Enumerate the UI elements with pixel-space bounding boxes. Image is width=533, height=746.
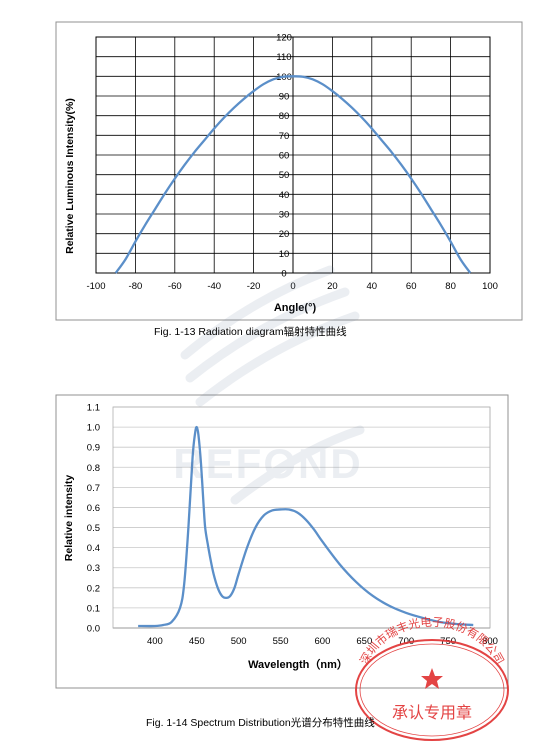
y-tick-label: 60 <box>279 151 290 162</box>
y-tick-label: 0.6 <box>87 503 100 514</box>
y-tick-label: 0.4 <box>87 543 100 554</box>
x-tick-label: 80 <box>445 281 456 292</box>
y-tick-label: 1.0 <box>87 423 100 434</box>
x-tick-label: 450 <box>189 636 205 647</box>
fig13-grid <box>95 36 491 274</box>
x-tick-label: -100 <box>86 281 105 292</box>
y-tick-label: 10 <box>279 249 290 260</box>
fig14-y-axis-label: Relative intensity <box>63 475 75 562</box>
y-tick-label: 80 <box>279 111 290 122</box>
y-tick-label: 0.2 <box>87 583 100 594</box>
y-tick-label: 0.7 <box>87 483 100 494</box>
x-tick-label: 0 <box>290 281 295 292</box>
x-tick-label: 400 <box>147 636 163 647</box>
x-tick-label: 100 <box>482 281 498 292</box>
fig13-caption: Fig. 1-13 Radiation diagram辐射特性曲线 <box>154 326 347 338</box>
x-tick-label: -80 <box>129 281 143 292</box>
y-tick-label: 0 <box>281 269 286 280</box>
stamp-inner-text: 承认专用章 <box>392 703 472 722</box>
watermark-text: REFOND <box>173 440 362 487</box>
stamp-star-icon <box>421 668 443 689</box>
fig13-y-axis-label: Relative Luminous Intensity(%) <box>64 98 76 254</box>
y-tick-label: 1.1 <box>87 403 100 414</box>
fig13-radiation-curve <box>114 75 472 274</box>
fig14-grid <box>112 406 491 629</box>
y-tick-label: 0.1 <box>87 603 100 614</box>
y-tick-label: 50 <box>279 170 290 181</box>
x-tick-label: -60 <box>168 281 182 292</box>
x-tick-label: 600 <box>315 636 331 647</box>
y-tick-label: 0.9 <box>87 443 100 454</box>
fig14-x-axis-label: Wavelength（nm） <box>248 658 348 671</box>
y-tick-label: 0.3 <box>87 563 100 574</box>
fig13-x-axis-label: Angle(°) <box>274 302 317 314</box>
x-tick-label: 40 <box>367 281 378 292</box>
approval-stamp: 深圳市瑞丰光电子股份有限公司 承认专用章 <box>355 615 509 741</box>
plot-area <box>112 406 491 629</box>
fig14-frame <box>55 394 509 689</box>
fig14-spectrum-curve <box>138 425 474 628</box>
x-tick-label: 650 <box>356 636 372 647</box>
x-tick-label: 550 <box>273 636 289 647</box>
x-tick-label: 500 <box>231 636 247 647</box>
fig13-frame <box>55 21 523 321</box>
x-tick-label: 800 <box>482 636 498 647</box>
refond-watermark: REFOND <box>173 265 365 505</box>
y-tick-label: 110 <box>276 52 291 63</box>
y-tick-label: 120 <box>276 33 292 44</box>
x-tick-label: 700 <box>398 636 414 647</box>
x-tick-label: -40 <box>207 281 221 292</box>
y-tick-label: 90 <box>279 92 290 103</box>
y-tick-label: 0.5 <box>87 523 100 534</box>
x-tick-label: -20 <box>247 281 261 292</box>
y-tick-label: 0.8 <box>87 463 100 474</box>
y-tick-label: 0.0 <box>87 624 100 635</box>
y-tick-label: 30 <box>279 210 290 221</box>
y-tick-label: 20 <box>279 229 290 240</box>
fig14-caption: Fig. 1-14 Spectrum Distribution光谱分布特性曲线 <box>146 717 375 729</box>
x-tick-label: 20 <box>327 281 338 292</box>
x-tick-label: 60 <box>406 281 417 292</box>
y-tick-label: 70 <box>279 131 290 142</box>
y-tick-label: 40 <box>279 190 290 201</box>
